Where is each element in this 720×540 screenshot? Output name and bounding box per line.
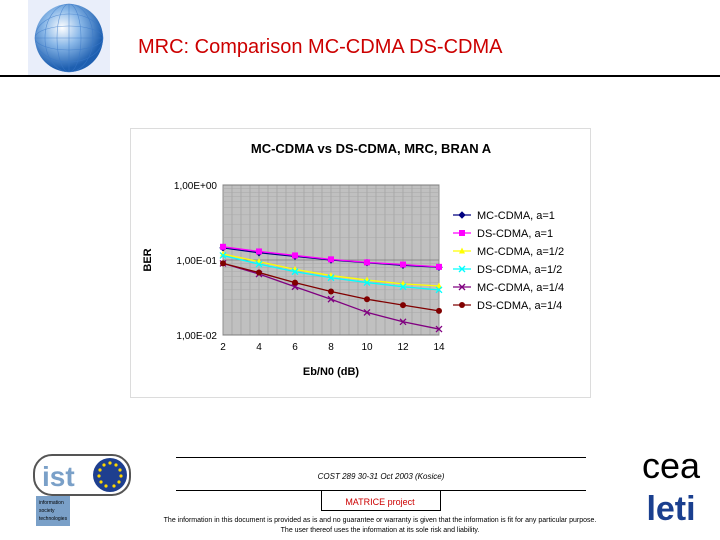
ber-chart: MC-CDMA vs DS-CDMA, MRC, BRAN A 1,00E+00 1… — [142, 141, 564, 378]
data-point-2-6 — [436, 282, 442, 289]
data-point-3-2 — [291, 268, 299, 276]
legend-marker-2 — [459, 247, 465, 254]
footer-conference: COST 289 30-31 Oct 2003 (Kosice) — [317, 472, 445, 481]
title-divider — [0, 75, 720, 77]
chart-title: MC-CDMA vs DS-CDMA, MRC, BRAN A — [251, 141, 492, 156]
cea-leti-logo: cea leti — [642, 446, 701, 522]
data-point-5-2 — [292, 279, 298, 286]
x-tick-label: 10 — [361, 342, 373, 353]
leti-logo-text: leti — [646, 490, 695, 522]
globe-logo — [28, 0, 110, 76]
legend-marker-5 — [459, 302, 465, 308]
y-tick-label: 1,00E-02 — [176, 331, 217, 342]
data-point-3-3 — [327, 274, 335, 282]
svg-text:information: information — [39, 500, 64, 506]
data-point-5-3 — [328, 288, 334, 295]
legend-label-3: DS-CDMA, a=1/2 — [477, 264, 562, 276]
data-point-3-1 — [255, 260, 263, 268]
data-point-5-1 — [256, 269, 262, 276]
data-point-1-3 — [328, 256, 334, 263]
data-point-4-3 — [327, 295, 335, 303]
data-point-4-5 — [399, 318, 407, 326]
data-point-4-6 — [435, 325, 443, 333]
slide-title: MRC: Comparison MC-CDMA DS-CDMA — [138, 36, 503, 58]
data-point-1-4 — [364, 259, 370, 266]
legend-marker-4 — [458, 283, 466, 291]
x-tick-label: 12 — [397, 342, 409, 353]
legend-marker-1 — [459, 230, 465, 236]
legend-marker-0 — [458, 211, 466, 219]
y-axis-label: BER — [142, 248, 154, 271]
data-point-1-5 — [400, 261, 406, 268]
ist-logo: ist information society technologies — [33, 454, 131, 526]
data-point-1-2 — [292, 252, 298, 259]
data-point-1-0 — [220, 243, 226, 250]
footer-disclaimer: The information in this document is prov… — [163, 517, 597, 534]
footer-conference-box — [176, 457, 586, 491]
data-point-1-1 — [256, 248, 262, 255]
x-tick-label: 6 — [292, 342, 298, 353]
x-axis-label: Eb/N0 (dB) — [303, 366, 360, 378]
data-point-3-6 — [435, 286, 443, 294]
x-tick-label: 2 — [220, 342, 226, 353]
chart-container: MC-CDMA vs DS-CDMA, MRC, BRAN A 1,00E+00 1… — [130, 128, 591, 398]
data-point-3-0 — [219, 251, 227, 259]
data-point-3-4 — [363, 279, 371, 287]
legend-marker-3 — [458, 265, 466, 273]
data-point-5-6 — [436, 307, 442, 314]
data-point-1-6 — [436, 263, 442, 270]
y-tick-label: 1,00E+00 — [174, 181, 218, 192]
data-point-5-4 — [364, 296, 370, 303]
legend-label-5: DS-CDMA, a=1/4 — [477, 300, 562, 312]
legend-label-4: MC-CDMA, a=1/4 — [477, 282, 564, 294]
data-point-3-5 — [399, 283, 407, 291]
x-tick-label: 4 — [256, 342, 262, 353]
data-point-4-4 — [363, 308, 371, 316]
svg-text:technologies: technologies — [39, 516, 68, 522]
data-point-5-0 — [220, 260, 226, 267]
legend-label-0: MC-CDMA, a=1 — [477, 210, 555, 222]
x-tick-label: 14 — [433, 342, 445, 353]
data-point-2-0 — [220, 250, 226, 257]
svg-text:society: society — [39, 508, 55, 514]
footer-project-box — [321, 490, 441, 511]
data-point-5-5 — [400, 302, 406, 309]
cea-logo-text: cea — [642, 446, 701, 486]
x-tick-label: 8 — [328, 342, 334, 353]
legend-label-1: DS-CDMA, a=1 — [477, 228, 553, 240]
ist-logo-text: ist — [42, 461, 75, 492]
y-tick-label: 1,00E-01 — [176, 256, 217, 267]
footer-project: MATRICE project — [345, 497, 415, 507]
legend-label-2: MC-CDMA, a=1/2 — [477, 246, 564, 258]
